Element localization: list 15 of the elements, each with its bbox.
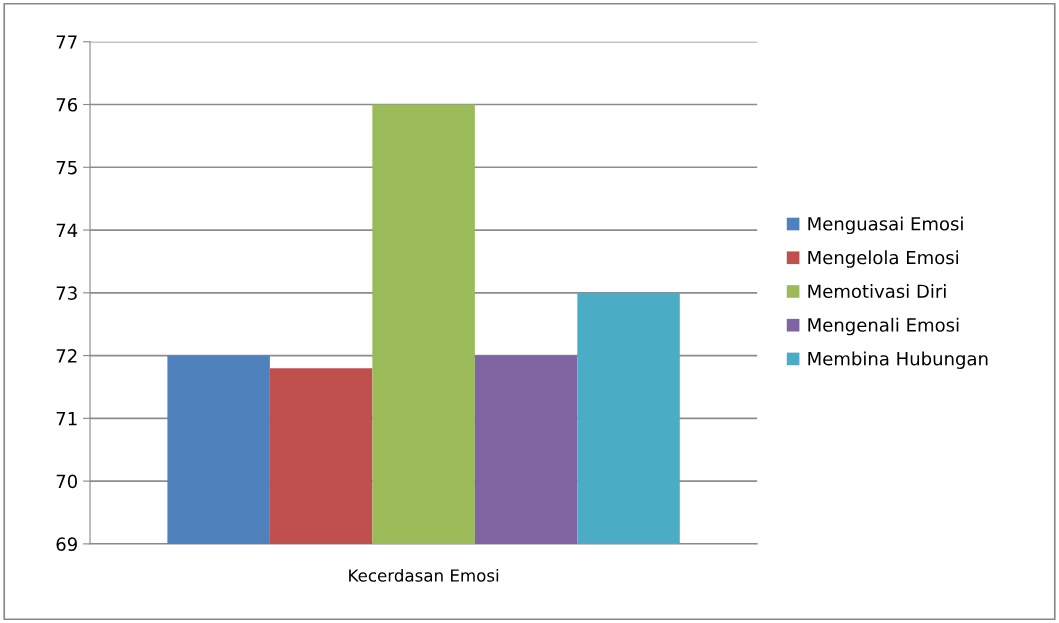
- y-tick-label: 69: [56, 537, 77, 551]
- legend-label: Mengelola Emosi: [808, 250, 958, 268]
- y-tick-label: 76: [56, 97, 78, 112]
- y-tick-label: 77: [56, 35, 77, 49]
- legend-label: Membina Hubungan: [808, 351, 988, 369]
- y-tick-label: 71: [56, 412, 77, 426]
- x-tick-label: Kecerdasan Emosi: [349, 568, 499, 582]
- legend-label: Memotivasi Diri: [808, 284, 946, 299]
- y-tick-label: 73: [56, 286, 77, 300]
- y-tick-label: 74: [56, 223, 78, 237]
- legend-label: Menguasai Emosi: [808, 216, 963, 235]
- y-tick-label: 72: [56, 349, 77, 363]
- y-tick-label: 75: [56, 160, 77, 175]
- legend-label: Mengenali Emosi: [808, 317, 959, 336]
- y-tick-label: 70: [56, 474, 78, 489]
